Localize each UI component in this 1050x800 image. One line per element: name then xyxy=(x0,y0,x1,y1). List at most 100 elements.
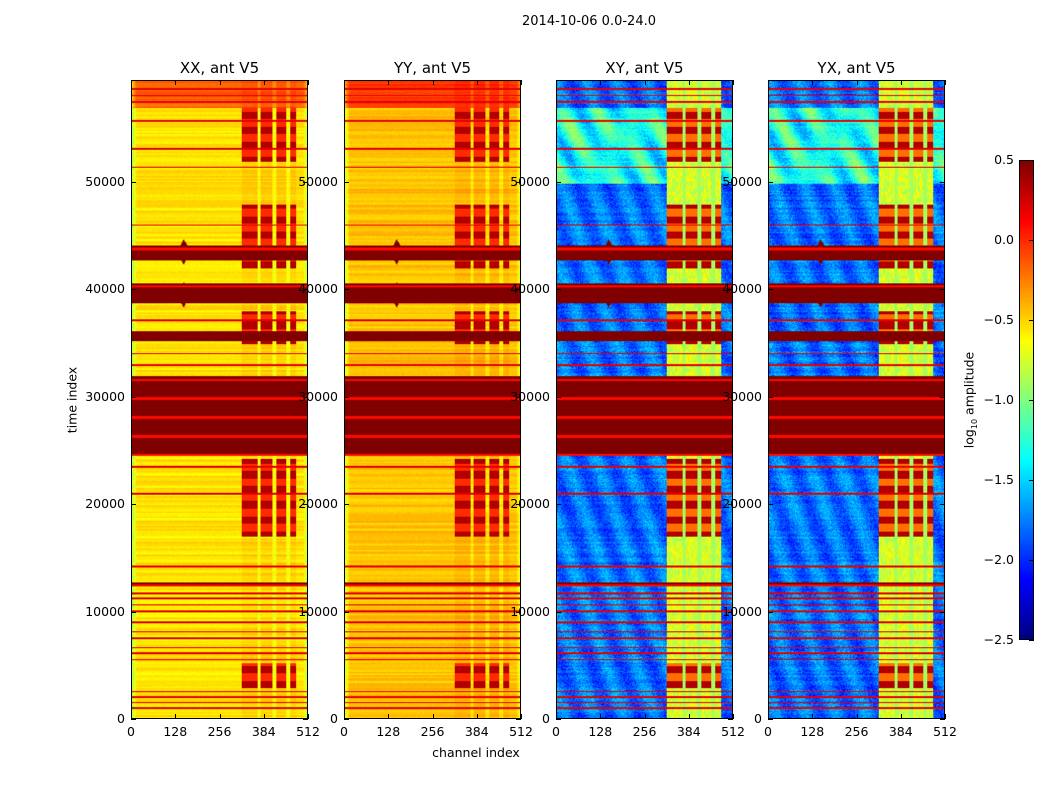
y-tick-mark xyxy=(556,182,561,184)
x-tick-label: 512 xyxy=(933,724,957,739)
x-tick-label: 0 xyxy=(764,724,772,739)
colorbar-tick-mark xyxy=(1029,640,1034,641)
colorbar-tick-mark xyxy=(1029,320,1034,321)
x-tick-mark xyxy=(556,714,557,719)
y-tick-mark xyxy=(303,289,308,291)
y-tick-mark xyxy=(940,719,945,720)
y-tick-label: 10000 xyxy=(510,603,550,619)
panel-yy: YY, ant V5 xyxy=(344,59,521,719)
y-tick-label: 10000 xyxy=(298,603,338,619)
colorbar-tick-label: −2.0 xyxy=(983,552,1014,567)
y-tick-mark xyxy=(940,504,945,506)
y-tick-label: 0 xyxy=(117,711,125,726)
y-tick-label: 20000 xyxy=(298,496,338,512)
y-tick-label: 50000 xyxy=(722,174,762,190)
y-tick-mark xyxy=(131,289,136,291)
x-tick-label: 128 xyxy=(800,724,825,739)
x-tick-mark xyxy=(521,80,522,85)
colorbar-tick-label: −0.5 xyxy=(983,312,1014,327)
y-tick-mark xyxy=(303,611,308,613)
colorbar-label-rest: amplitude xyxy=(961,351,977,419)
x-tick-mark xyxy=(900,80,902,85)
y-tick-mark xyxy=(344,182,349,184)
x-tick-mark xyxy=(733,80,734,85)
y-tick-mark xyxy=(556,289,561,291)
y-tick-label: 30000 xyxy=(722,388,762,404)
y-tick-mark xyxy=(556,396,561,398)
y-tick-mark xyxy=(344,719,349,720)
y-tick-mark xyxy=(768,289,773,291)
colorbar-tick-label: 0.5 xyxy=(994,152,1014,167)
x-tick-mark xyxy=(476,714,478,719)
x-tick-mark xyxy=(600,80,602,85)
panel-title: YX, ant V5 xyxy=(817,59,896,77)
y-tick-mark xyxy=(344,504,349,506)
y-tick-label: 20000 xyxy=(85,496,125,512)
y-tick-label: 30000 xyxy=(85,388,125,404)
colorbar-label-sub: 10 xyxy=(969,418,979,430)
heatmap-image xyxy=(769,81,944,718)
y-tick-mark xyxy=(303,719,308,720)
x-tick-mark xyxy=(945,80,946,85)
x-tick-label: 512 xyxy=(296,724,320,739)
x-tick-mark xyxy=(900,714,902,719)
x-tick-mark xyxy=(432,80,434,85)
y-tick-mark xyxy=(556,504,561,506)
colorbar-tick-label: −1.5 xyxy=(983,472,1014,487)
x-tick-mark xyxy=(263,714,265,719)
panel-title: XX, ant V5 xyxy=(179,59,260,77)
x-tick-mark xyxy=(733,714,734,719)
y-tick-mark xyxy=(344,396,349,398)
y-tick-label: 40000 xyxy=(85,281,125,297)
x-tick-label: 384 xyxy=(464,724,489,739)
x-tick-label: 512 xyxy=(509,724,533,739)
x-tick-label: 384 xyxy=(888,724,913,739)
colorbar-tick-mark xyxy=(1029,160,1034,161)
panel-xx: XX, ant V5 xyxy=(131,59,308,719)
y-tick-mark xyxy=(768,719,773,720)
heatmap-image xyxy=(557,81,732,718)
colorbar-label: log10 amplitude xyxy=(961,352,979,448)
x-tick-label: 256 xyxy=(420,724,445,739)
x-tick-mark xyxy=(344,80,345,85)
x-tick-label: 256 xyxy=(632,724,657,739)
y-tick-mark xyxy=(768,396,773,398)
y-tick-mark xyxy=(556,611,561,613)
x-tick-mark xyxy=(388,80,390,85)
y-tick-label: 40000 xyxy=(722,281,762,297)
y-tick-mark xyxy=(940,396,945,398)
x-tick-mark xyxy=(812,80,814,85)
y-tick-mark xyxy=(768,504,773,506)
x-tick-label: 128 xyxy=(376,724,401,739)
figure-title: 2014-10-06 0.0-24.0 xyxy=(522,14,656,29)
y-tick-mark xyxy=(516,719,521,720)
y-tick-mark xyxy=(131,182,136,184)
x-tick-mark xyxy=(856,80,858,85)
y-tick-mark xyxy=(344,611,349,613)
x-tick-mark xyxy=(308,80,309,85)
colorbar-tick-label: −1.0 xyxy=(983,392,1014,407)
colorbar-tick-mark xyxy=(1029,480,1034,481)
y-tick-mark xyxy=(768,182,773,184)
y-tick-mark xyxy=(516,396,521,398)
x-tick-mark xyxy=(263,80,265,85)
y-tick-label: 30000 xyxy=(298,388,338,404)
panel-xy: XY, ant V5 xyxy=(556,59,733,719)
colorbar-label-main: log xyxy=(961,429,977,449)
heatmap-image xyxy=(132,81,307,718)
y-tick-mark xyxy=(344,289,349,291)
y-tick-mark xyxy=(940,289,945,291)
y-tick-mark xyxy=(131,504,136,506)
y-tick-label: 0 xyxy=(754,711,762,726)
y-tick-mark xyxy=(303,504,308,506)
x-tick-mark xyxy=(600,714,602,719)
y-tick-label: 20000 xyxy=(510,496,550,512)
y-tick-mark xyxy=(728,611,733,613)
y-tick-mark xyxy=(728,182,733,184)
x-tick-mark xyxy=(344,714,345,719)
y-tick-label: 0 xyxy=(330,711,338,726)
x-tick-mark xyxy=(219,714,221,719)
x-tick-label: 0 xyxy=(552,724,560,739)
colorbar-tick-mark xyxy=(1029,240,1034,241)
y-tick-mark xyxy=(131,396,136,398)
